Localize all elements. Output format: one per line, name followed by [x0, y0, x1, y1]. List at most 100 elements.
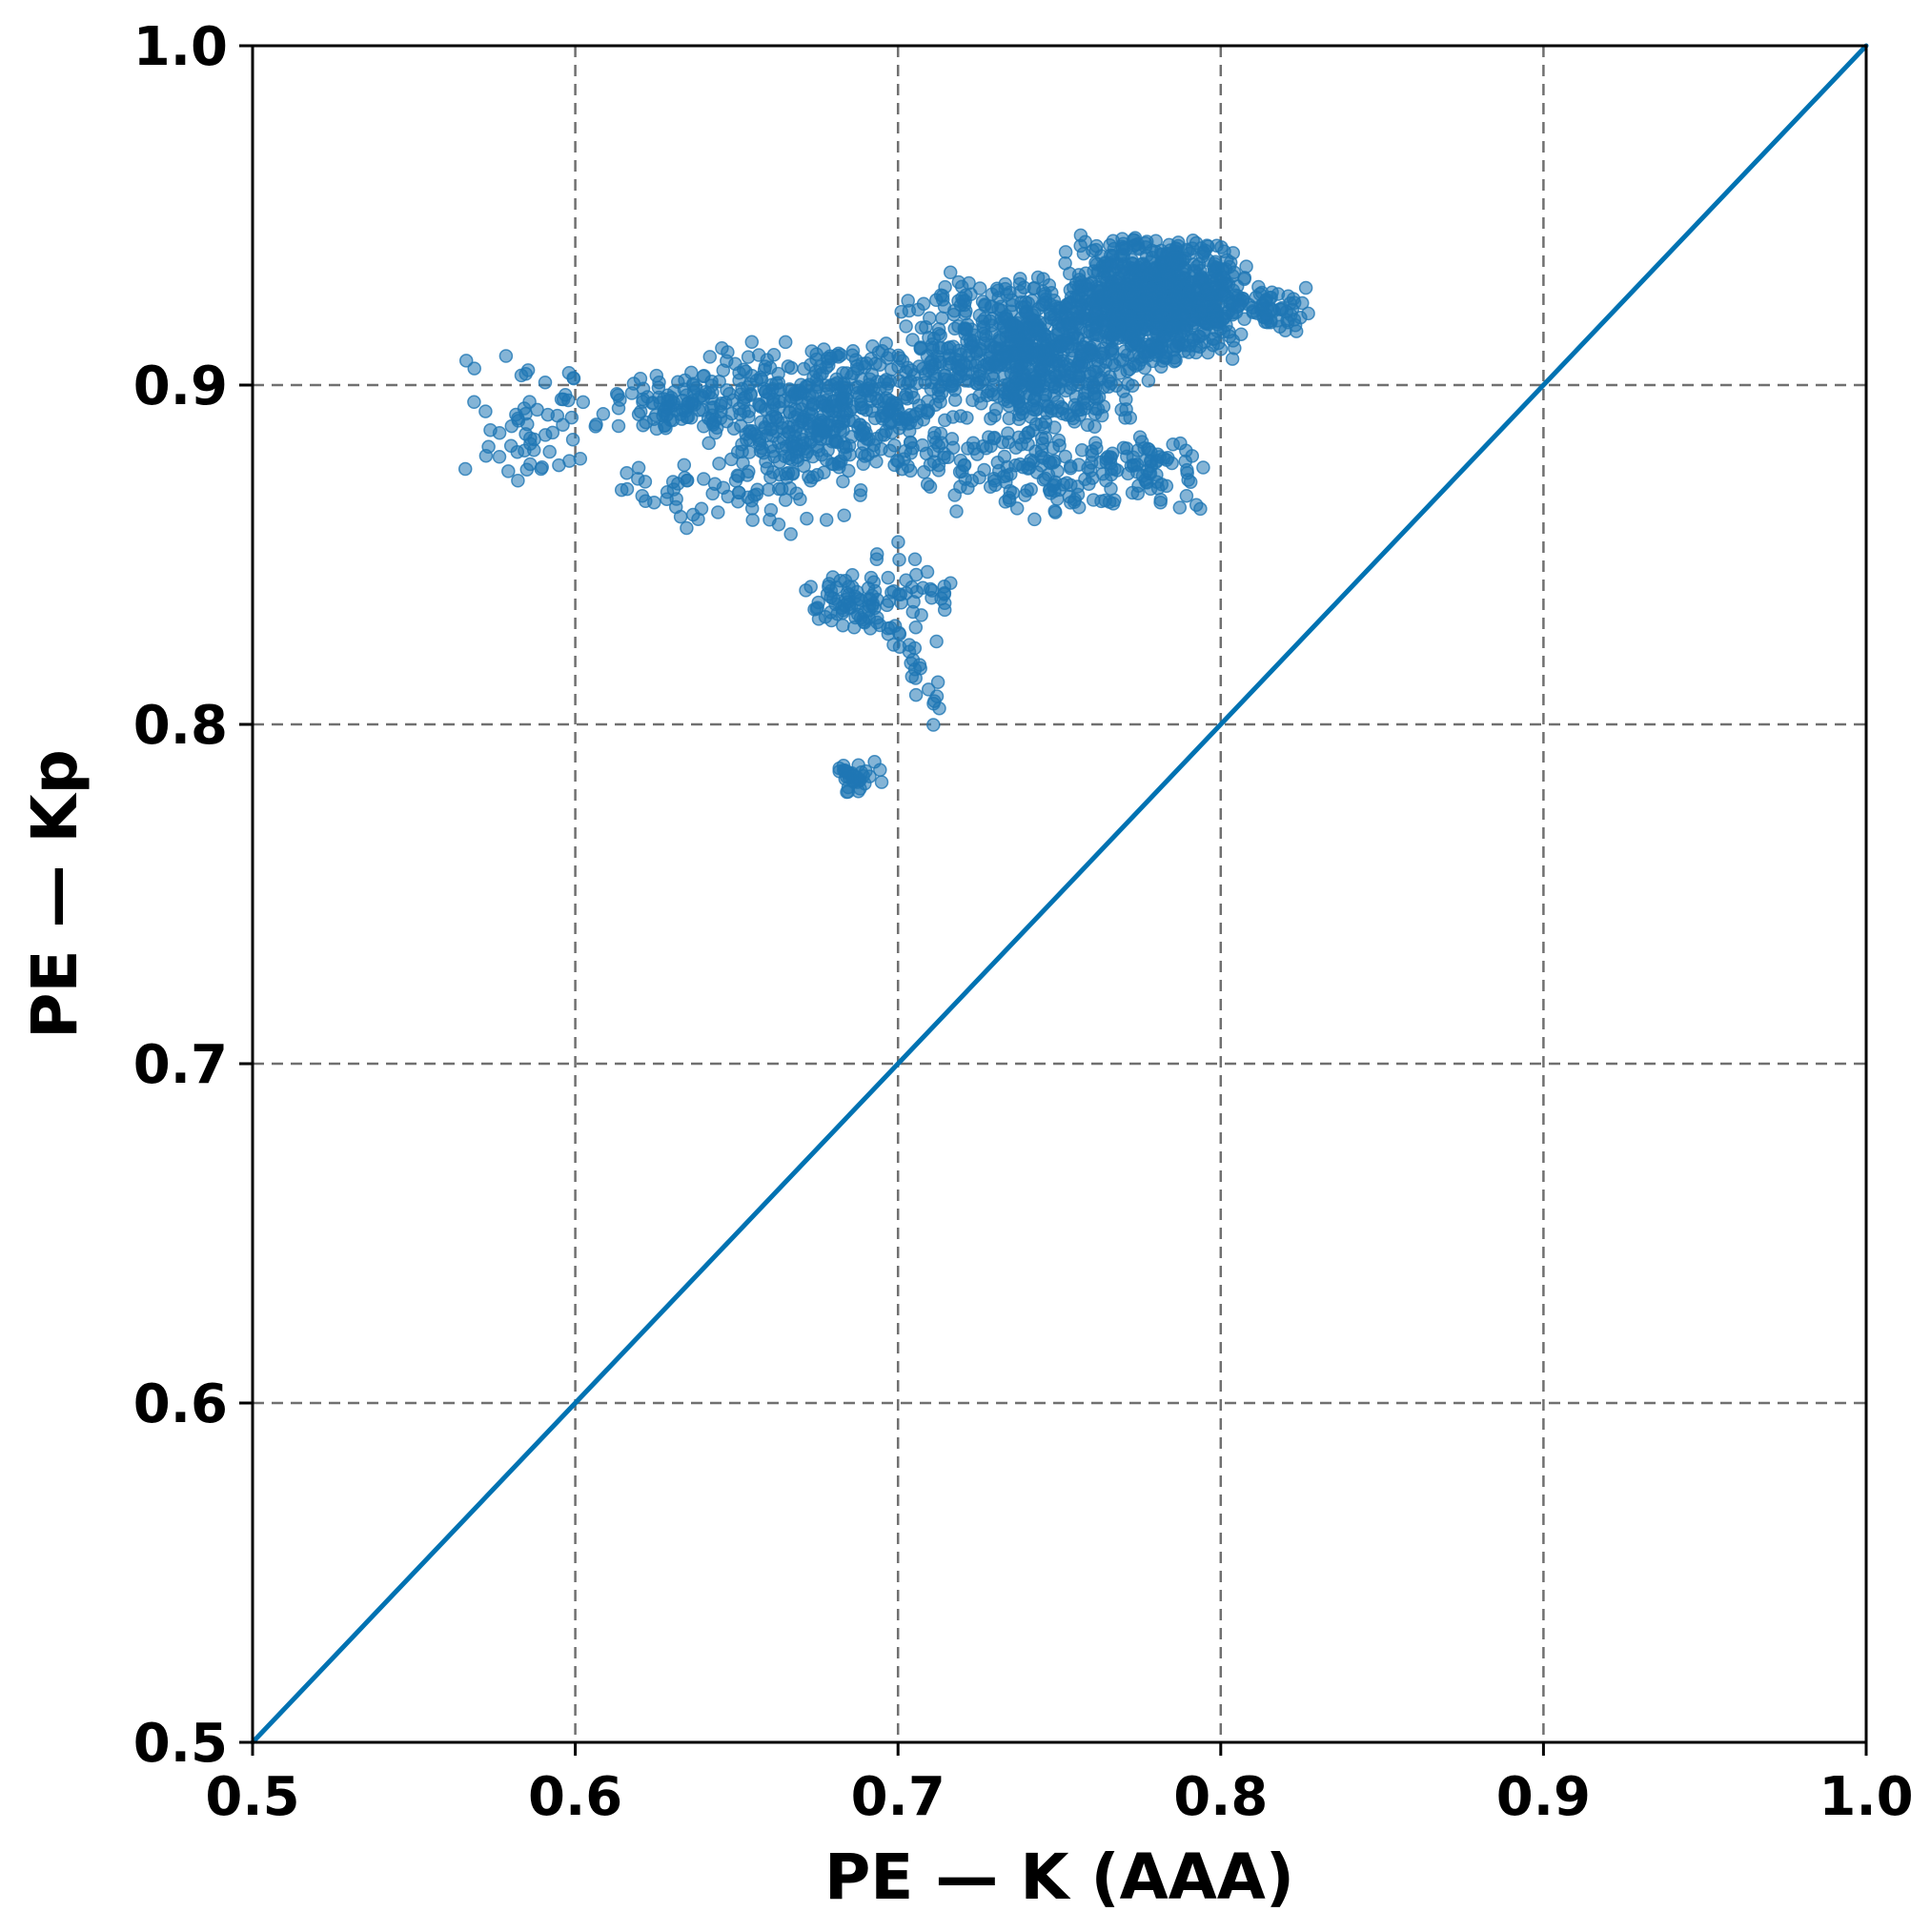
scatter-point [518, 443, 532, 458]
scatter-point [1099, 295, 1113, 310]
scatter-point [991, 357, 1006, 373]
scatter-point [790, 408, 805, 422]
scatter-point [870, 592, 884, 607]
scatter-point [645, 396, 660, 410]
y-tick-label: 0.5 [133, 1713, 228, 1775]
scatter-point [840, 784, 854, 800]
scatter-point [753, 443, 768, 458]
scatter-point [481, 439, 496, 455]
scatter-point [1040, 330, 1055, 344]
scatter-point [778, 335, 793, 350]
scatter-point [1104, 258, 1118, 273]
scatter-point [1114, 316, 1129, 332]
scatter-point [1103, 237, 1117, 253]
scatter-point [712, 457, 726, 471]
scatter-point [1103, 450, 1118, 465]
scatter-point [947, 488, 962, 502]
scatter-point [811, 595, 825, 610]
scatter-point [1168, 351, 1182, 365]
scatter-point [1036, 272, 1050, 286]
scatter-point [538, 428, 553, 442]
scatter-point [492, 425, 507, 440]
scatter-point [588, 419, 603, 434]
reference-line-layer [250, 43, 1869, 1745]
scatter-point [501, 464, 516, 478]
scatter-point [989, 281, 1005, 295]
scatter-point [836, 366, 850, 380]
scatter-point [561, 393, 576, 408]
x-tick-label: 0.6 [528, 1766, 622, 1828]
scatter-point [881, 570, 896, 585]
plot-frame [251, 44, 1868, 1744]
scatter-point [1209, 309, 1224, 324]
scatter-point [1011, 412, 1026, 426]
scatter-point [1062, 489, 1077, 504]
scatter-point [1108, 493, 1122, 508]
scatter-point [736, 456, 750, 471]
scatter-point [905, 333, 920, 347]
scatter-point [1001, 435, 1016, 450]
scatter-point [853, 483, 868, 498]
scatter-point [713, 411, 728, 426]
scatter-point [1052, 300, 1067, 315]
scatter-point [702, 350, 718, 364]
scatter-point [802, 419, 817, 434]
scatter-point [1078, 401, 1092, 416]
scatter-point [714, 396, 728, 411]
scatter-point [744, 501, 760, 516]
scatter-point [917, 465, 931, 479]
scatter-point [977, 462, 991, 478]
scatter-point [1214, 240, 1229, 254]
scatter-point [870, 394, 885, 409]
scatter-point [907, 641, 923, 656]
scatter-point [492, 450, 507, 464]
scatter-point [696, 390, 711, 405]
scatter-point [1226, 334, 1241, 348]
scatter-point [859, 402, 874, 417]
scatter-point [784, 383, 799, 398]
scatter-point [895, 461, 909, 477]
scatter-point [857, 427, 872, 442]
scatter-point [908, 620, 924, 635]
scatter-point [949, 504, 964, 519]
scatter-point [684, 365, 699, 380]
scatter-point [742, 410, 756, 424]
scatter-point [780, 470, 794, 485]
scatter-point [1144, 281, 1158, 296]
scatter-point [856, 457, 871, 472]
scatter-point [1154, 342, 1169, 356]
scatter-point [1043, 482, 1058, 498]
scatter-point [929, 634, 944, 649]
scatter-point [982, 430, 996, 444]
scatter-point [467, 395, 481, 410]
scatter-point [1071, 458, 1087, 472]
scatter-point [845, 568, 860, 582]
scatter-point [697, 369, 711, 383]
scatter-point [1125, 378, 1140, 394]
scatter-point [901, 294, 915, 308]
scatter-point [980, 388, 994, 403]
scatter-point [1087, 419, 1102, 435]
scatter-point [576, 395, 591, 410]
scatter-point [1091, 390, 1107, 404]
scatter-point [1107, 281, 1122, 296]
scatter-point [1071, 375, 1087, 390]
scatter-point [680, 520, 694, 536]
scatter-point [840, 585, 855, 600]
scatter-point [1043, 456, 1058, 471]
scatter-point [979, 333, 993, 347]
scatter-point [900, 391, 915, 406]
scatter-point [688, 380, 703, 396]
scatter-point [866, 444, 881, 458]
scatter-point [1123, 411, 1138, 425]
scatter-point [1148, 234, 1163, 248]
scatter-point [1153, 493, 1169, 507]
scatter-point [823, 417, 837, 432]
scatter-point [1086, 493, 1101, 507]
scatter-point [817, 342, 831, 356]
scatter-point [1137, 360, 1152, 376]
scatter-point [1169, 307, 1183, 322]
scatter-point [769, 410, 783, 425]
